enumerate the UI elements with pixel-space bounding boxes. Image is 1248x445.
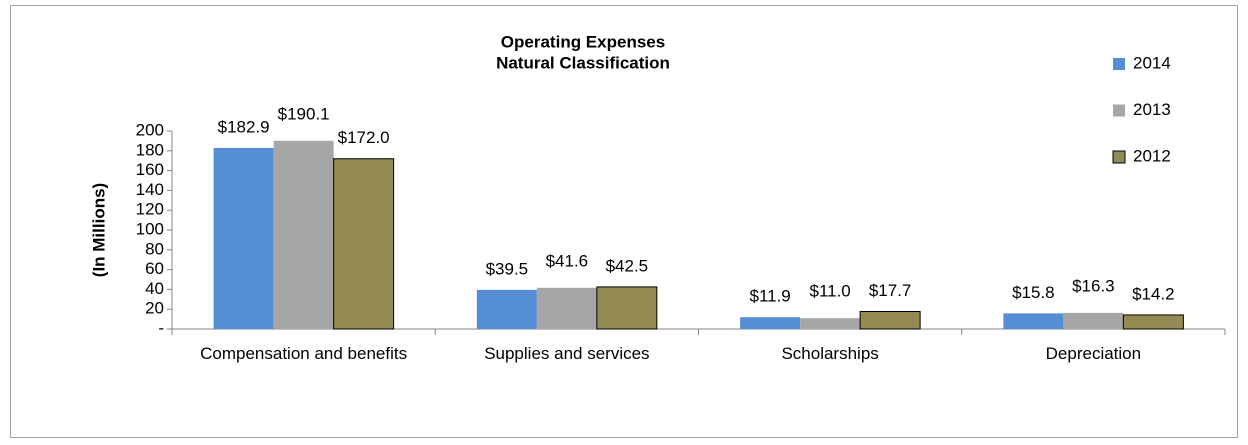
bar	[213, 147, 274, 329]
bar	[333, 158, 395, 330]
data-label: $15.8	[1012, 283, 1055, 302]
data-label: $16.3	[1072, 276, 1115, 295]
bar	[800, 318, 861, 329]
y-tick-label: -	[158, 318, 164, 337]
bar	[1122, 314, 1184, 330]
y-tick-label: 180	[136, 140, 164, 159]
y-tick-label: 100	[136, 219, 164, 238]
data-label: $41.6	[546, 251, 589, 270]
bar	[536, 287, 597, 329]
bar	[1063, 312, 1124, 329]
legend-label: 2012	[1133, 146, 1171, 165]
y-tick-label: 40	[145, 279, 164, 298]
x-tick-label: Supplies and services	[484, 344, 650, 363]
data-label: $172.0	[338, 128, 390, 147]
bar	[596, 286, 658, 330]
data-label: $182.9	[218, 117, 270, 136]
data-label: $11.0	[809, 282, 850, 301]
data-label: $42.5	[606, 256, 649, 275]
bar	[1003, 313, 1064, 329]
data-label: $14.2	[1132, 284, 1175, 303]
y-tick-label: 120	[136, 200, 164, 219]
y-tick-label: 20	[145, 299, 164, 318]
bar	[273, 140, 334, 329]
legend-swatch	[1112, 150, 1126, 164]
bar	[859, 310, 921, 330]
legend-label: 2014	[1133, 53, 1171, 72]
x-tick-label: Compensation and benefits	[200, 344, 408, 363]
chart-title: Operating Expenses	[501, 32, 665, 51]
y-tick-label: 80	[145, 239, 164, 258]
chart-subtitle: Natural Classification	[496, 53, 670, 72]
legend-swatch	[1113, 58, 1125, 70]
legend-swatch	[1113, 104, 1125, 117]
y-tick-label: 200	[136, 120, 164, 139]
y-axis-label: (In Millions)	[89, 183, 108, 277]
legend-label: 2013	[1133, 100, 1171, 119]
x-tick-label: Depreciation	[1045, 344, 1142, 363]
y-tick-label: 140	[136, 180, 164, 199]
data-label: $39.5	[486, 259, 529, 278]
bar	[476, 289, 537, 329]
data-label: $17.7	[869, 281, 912, 300]
bar	[740, 317, 801, 329]
y-tick-label: 60	[145, 259, 164, 278]
x-tick-label: Scholarships	[781, 344, 879, 363]
data-label: $190.1	[278, 104, 330, 123]
y-tick-label: 160	[136, 160, 164, 179]
data-label: $11.9	[749, 287, 790, 306]
